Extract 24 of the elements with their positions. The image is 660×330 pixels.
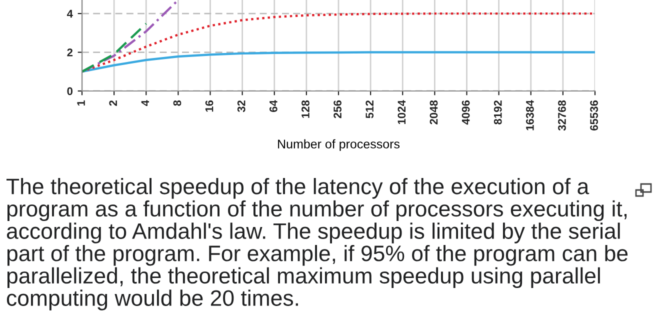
text: The theoretical speedup of the latency of the execution of a program as a function of the number of processors executing it, according to Amdahl's law. The speedup is limited by the serial part of the program. For example, if 95% of the program can be parallelized, the theoretical maximum speedup using parallel computing would be 20 times.: [6, 178, 628, 310]
x-tick-label: 64: [269, 100, 278, 112]
x-tick-label: 128: [302, 100, 310, 118]
y-tick-label: 4: [66, 10, 73, 18]
x-tick-label: 4096: [462, 100, 470, 125]
x-tick-label: 16384: [526, 100, 534, 130]
x-tick-label: 32: [237, 100, 246, 112]
x-tick-label: 1: [77, 100, 85, 106]
x-axis-title: Number of processors: [278, 139, 400, 151]
x-tick-label: 8: [173, 100, 182, 106]
x-tick-label: 8192: [494, 100, 502, 124]
x-tick-label: 16: [205, 100, 214, 112]
x-tick-label: 1024: [398, 100, 406, 124]
x-tick-label: 32768: [558, 100, 566, 131]
x-tick-label: 4: [141, 100, 149, 106]
y-tick-label: 0: [67, 87, 73, 96]
line-series: [82, 0, 180, 73]
x-tick-label: 512: [366, 100, 374, 118]
x-tick-label: 256: [334, 100, 342, 118]
line-series: [82, 51, 595, 73]
y-tick-label: 2: [67, 48, 73, 56]
x-tick-label: 65536: [590, 100, 598, 131]
x-tick-label: 2048: [430, 100, 438, 124]
x-tick-label: 2: [109, 100, 117, 106]
